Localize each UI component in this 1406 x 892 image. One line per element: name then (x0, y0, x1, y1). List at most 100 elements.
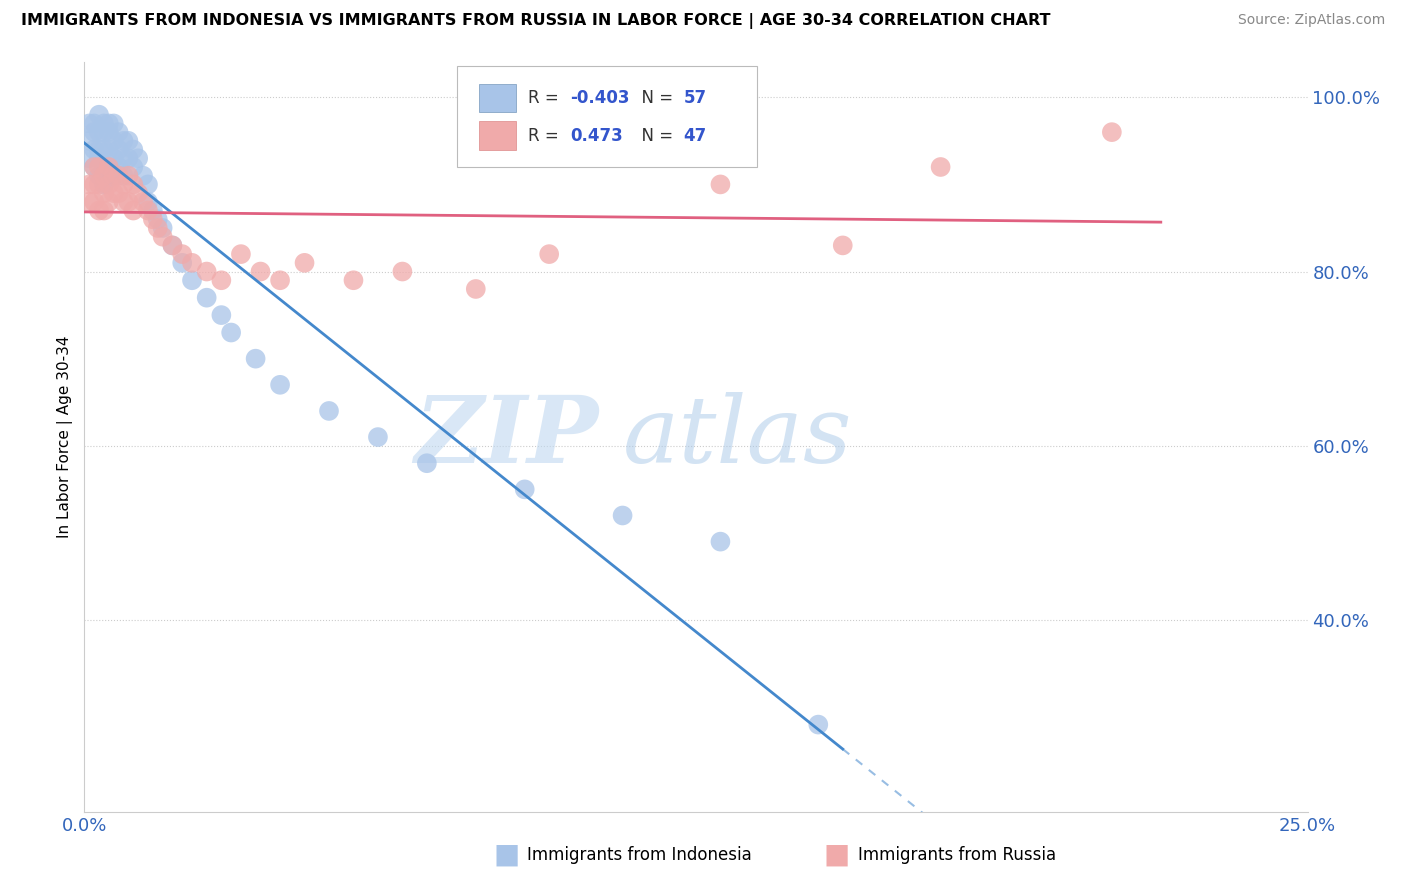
Point (97, 116, 120, 130)
Point (112, 194, 135, 209)
Point (117, 194, 139, 209)
Point (87, 169, 110, 183)
Point (464, 282, 486, 296)
Text: N =: N = (631, 89, 679, 107)
Point (93, 125, 115, 139)
Point (77, 151, 100, 165)
Point (142, 203, 165, 218)
Point (87, 178, 110, 192)
Point (93, 178, 115, 192)
FancyBboxPatch shape (479, 84, 516, 112)
FancyBboxPatch shape (479, 121, 516, 150)
Text: 57: 57 (683, 89, 707, 107)
Point (97, 194, 120, 209)
Point (93, 116, 115, 130)
Point (132, 194, 155, 209)
Point (107, 160, 129, 174)
Point (146, 221, 169, 235)
Point (269, 273, 291, 287)
Point (416, 456, 439, 470)
Point (181, 256, 204, 270)
Point (117, 134, 139, 148)
Point (146, 212, 169, 227)
Point (136, 194, 159, 209)
Point (103, 186, 125, 201)
Point (195, 291, 218, 305)
Point (831, 238, 853, 252)
FancyBboxPatch shape (457, 66, 758, 168)
Point (97, 125, 120, 139)
Point (122, 203, 145, 218)
Point (77, 194, 100, 209)
Point (112, 169, 135, 183)
Point (269, 377, 291, 392)
Text: ZIP: ZIP (413, 392, 598, 482)
Point (112, 151, 135, 165)
Point (77, 178, 100, 192)
Point (83, 194, 105, 209)
Point (172, 256, 194, 270)
Point (87, 203, 110, 218)
Point (127, 186, 149, 201)
Point (294, 256, 316, 270)
Text: 0.473: 0.473 (569, 127, 623, 145)
Point (132, 169, 155, 183)
Point (93, 203, 115, 218)
Text: 47: 47 (683, 127, 707, 145)
Point (83, 160, 105, 174)
Point (107, 143, 129, 157)
Point (112, 134, 135, 148)
Point (122, 160, 145, 174)
Point (709, 534, 731, 549)
Text: Immigrants from Indonesia: Immigrants from Indonesia (527, 846, 752, 863)
Point (367, 430, 389, 444)
Point (93, 160, 115, 174)
Point (162, 238, 184, 252)
Point (709, 178, 731, 192)
Point (97, 160, 120, 174)
Point (83, 116, 105, 130)
Point (122, 143, 145, 157)
Point (249, 264, 271, 278)
Point (229, 247, 252, 261)
Point (162, 238, 184, 252)
Text: atlas: atlas (623, 392, 852, 482)
Point (117, 151, 139, 165)
Point (136, 178, 159, 192)
Text: R =: R = (529, 89, 564, 107)
Point (97, 178, 120, 192)
Point (83, 178, 105, 192)
Point (112, 178, 135, 192)
Text: Immigrants from Russia: Immigrants from Russia (858, 846, 1056, 863)
Point (142, 212, 165, 227)
Point (107, 125, 129, 139)
Point (245, 351, 267, 366)
Point (87, 125, 110, 139)
Point (1101, 125, 1123, 139)
Point (136, 203, 159, 218)
Point (209, 273, 232, 287)
Point (93, 143, 115, 157)
Point (127, 151, 149, 165)
Point (93, 169, 115, 183)
Text: ■: ■ (824, 840, 849, 869)
Point (152, 229, 174, 244)
Point (87, 143, 110, 157)
Text: ■: ■ (494, 840, 519, 869)
Point (318, 404, 340, 418)
Text: R =: R = (529, 127, 569, 145)
Point (807, 717, 830, 731)
Point (83, 125, 105, 139)
Point (87, 160, 110, 174)
Point (93, 186, 115, 201)
Point (103, 169, 125, 183)
Point (83, 160, 105, 174)
Point (342, 273, 364, 287)
Text: IMMIGRANTS FROM INDONESIA VS IMMIGRANTS FROM RUSSIA IN LABOR FORCE | AGE 30-34 C: IMMIGRANTS FROM INDONESIA VS IMMIGRANTS … (21, 13, 1050, 29)
Point (209, 308, 232, 322)
Point (107, 186, 129, 201)
Text: N =: N = (631, 127, 679, 145)
Point (195, 264, 218, 278)
Point (172, 247, 194, 261)
Point (391, 264, 413, 278)
